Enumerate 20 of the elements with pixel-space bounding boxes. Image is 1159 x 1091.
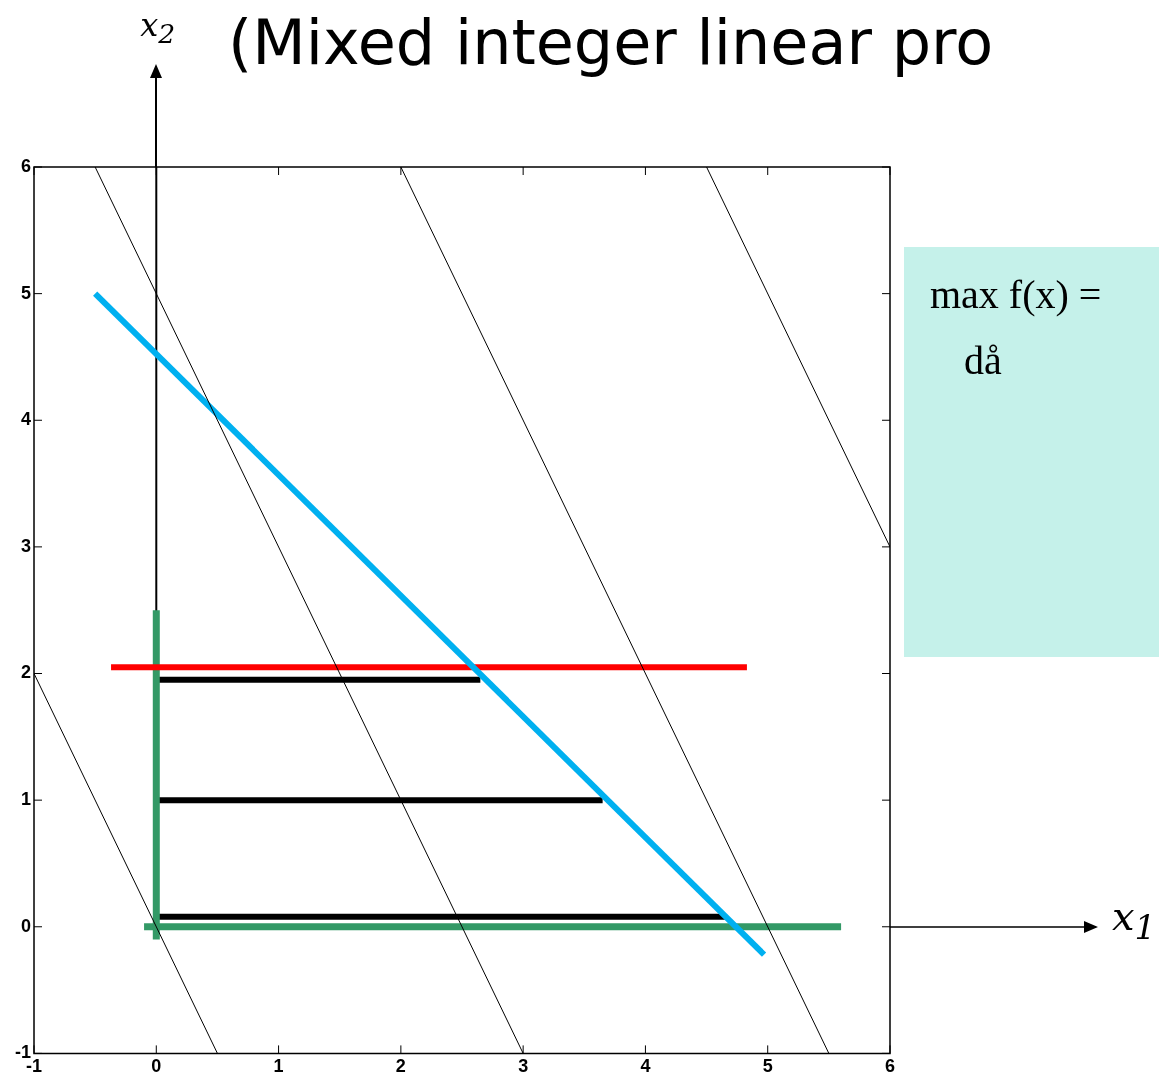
x-tick-label: 3 (518, 1056, 529, 1077)
y-tick-label: -1 (14, 1042, 31, 1063)
x-tick-label: 1 (273, 1056, 284, 1077)
y-tick-label: 5 (20, 282, 31, 303)
y-axis-title: x$_{2}$ (140, 6, 176, 50)
text: max f(x) = (930, 271, 1102, 318)
x-tick-label: 6 (884, 1056, 896, 1077)
y-tick-label: 6 (20, 155, 31, 176)
text: då (964, 337, 1002, 384)
x-tick-label: 0 (151, 1056, 162, 1077)
y-tick-label: 0 (20, 915, 31, 936)
text: x$_{1}$ (1112, 892, 1156, 947)
chart-title: (Mixed integer linear pro (228, 5, 994, 81)
y-tick-label: 1 (20, 789, 31, 810)
y-tick-label: 3 (20, 535, 31, 556)
x-tick-label: 5 (762, 1056, 773, 1077)
x-tick-label: 2 (395, 1056, 406, 1077)
y-tick-label: 4 (20, 409, 31, 430)
y-tick-label: 2 (20, 662, 31, 683)
x-tick-label: 4 (640, 1056, 651, 1077)
